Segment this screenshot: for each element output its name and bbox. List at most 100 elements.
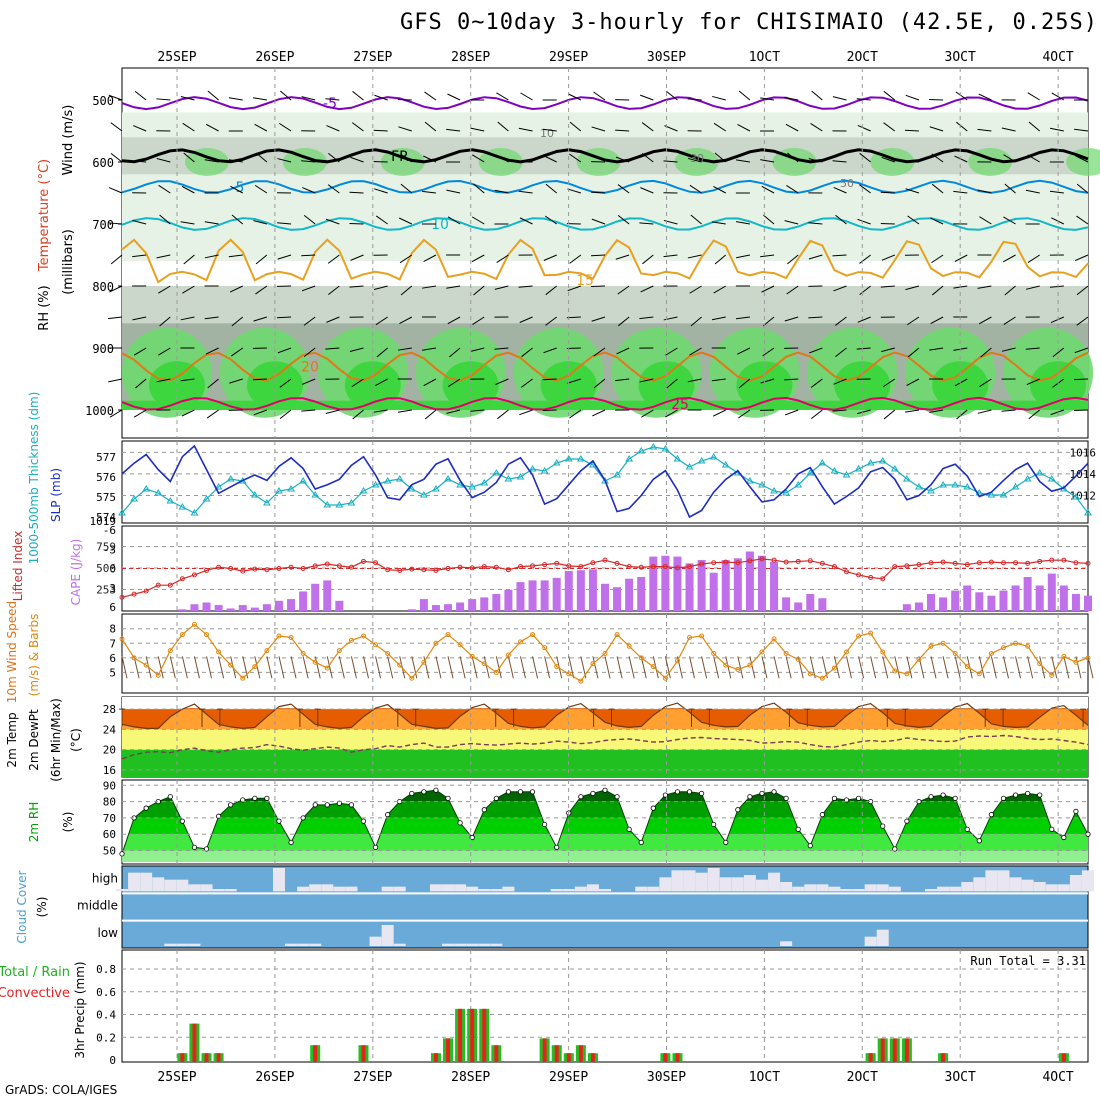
wind-tick-label: 6 [109, 652, 116, 665]
thickness-point [480, 479, 489, 486]
rh-point [759, 790, 765, 797]
cape-bar [685, 563, 694, 611]
cape-bar [661, 555, 670, 611]
wind-barb [229, 378, 243, 384]
rh-point [276, 818, 282, 824]
wind-barb [905, 409, 920, 413]
cape-tick-label: 253 [96, 583, 116, 596]
wind-barb [856, 347, 871, 350]
cloud-bar-high [731, 877, 744, 892]
isotherm-line [121, 217, 1089, 231]
rh-point [324, 802, 330, 808]
wind-barb [421, 190, 437, 194]
cloud-bar-high [502, 886, 515, 892]
li-point [940, 559, 946, 565]
thickness-point [649, 443, 658, 450]
li-point [771, 557, 777, 563]
wind-barb [1073, 378, 1089, 381]
thickness-point [625, 455, 634, 462]
surface-wind-barb [773, 656, 780, 679]
thickness-point [854, 465, 863, 472]
cape-bar [214, 605, 223, 611]
li-point [1037, 558, 1043, 564]
rh-point [119, 851, 125, 857]
wind-barb [472, 316, 485, 326]
wind-barb [519, 217, 533, 225]
wind-point [542, 645, 548, 651]
wind-barb [252, 378, 267, 381]
cape-bar [770, 561, 779, 611]
wind-barb [567, 378, 582, 384]
li-point [566, 563, 572, 569]
wind-barb [737, 124, 751, 132]
wind-barb [905, 94, 920, 101]
rh-point [1049, 826, 1055, 832]
surface-wind-barb [906, 656, 913, 679]
wind-barb [784, 97, 799, 101]
li-point [191, 572, 197, 578]
li-point [626, 564, 632, 570]
wind-barb [180, 316, 195, 321]
thickness-point [951, 481, 960, 488]
wind-barb [956, 409, 968, 420]
temp-tick-label: 28 [103, 703, 116, 716]
wind-point [735, 667, 741, 673]
rh-blob [736, 361, 793, 410]
precip-bar-convective [880, 1038, 885, 1062]
wind-barb [738, 409, 751, 419]
precip-bar-convective [542, 1038, 547, 1062]
cape-bar [818, 598, 827, 611]
dewpoint-line [121, 734, 1089, 760]
wind-barb [832, 409, 847, 412]
li-point [1049, 557, 1055, 563]
rh-point [988, 812, 995, 818]
cloud-bar-high [1021, 879, 1034, 892]
precip-bar-convective [446, 1038, 451, 1062]
wind-point [807, 671, 813, 677]
li-point [204, 567, 210, 573]
cloud-bar-high [140, 872, 153, 892]
cloud-bar-low [478, 943, 491, 946]
wind-barb [327, 184, 340, 194]
li-point [373, 560, 379, 566]
rh-point [252, 795, 258, 801]
surface-wind-barb [1039, 656, 1046, 679]
surface-wind-barb [218, 656, 225, 679]
wind-barb [302, 187, 316, 194]
wind-barb [424, 409, 437, 420]
cloud-bar-high [997, 870, 1010, 892]
surface-wind-barb [181, 656, 188, 679]
surface-wind-barb [169, 656, 176, 679]
li-point [300, 566, 306, 571]
wind-barb [1051, 92, 1065, 101]
rh-units-ylabel: (%) [61, 812, 75, 833]
wind-barb [108, 316, 123, 320]
cloud-bar-high [695, 872, 708, 892]
wind-point [904, 671, 910, 677]
wind-barb [931, 183, 944, 194]
li-point [759, 556, 765, 562]
li-point [542, 562, 548, 568]
cloud-bar-low [864, 936, 877, 946]
surface-wind-barb [592, 656, 599, 679]
wind-barb [808, 316, 823, 319]
wind-barb [328, 285, 340, 296]
surface-wind-barb [254, 656, 261, 679]
cape-bar [540, 580, 549, 611]
li-point [216, 564, 222, 570]
precip-bar-convective [904, 1038, 909, 1062]
wind-point [457, 642, 463, 648]
li-point [578, 564, 584, 570]
cloud-bar-high [188, 884, 201, 892]
wind-point [167, 648, 173, 654]
cloud-bar-high [876, 884, 889, 892]
surface-wind-barb [121, 656, 128, 679]
isotherm-line [121, 238, 1089, 284]
wind-barb [135, 378, 147, 389]
wind-barb [156, 254, 171, 259]
wind-barb [156, 378, 171, 383]
surface-wind-barb [1002, 656, 1009, 679]
rh-point [1037, 792, 1043, 798]
li-point [493, 564, 499, 570]
li-point [155, 582, 161, 588]
